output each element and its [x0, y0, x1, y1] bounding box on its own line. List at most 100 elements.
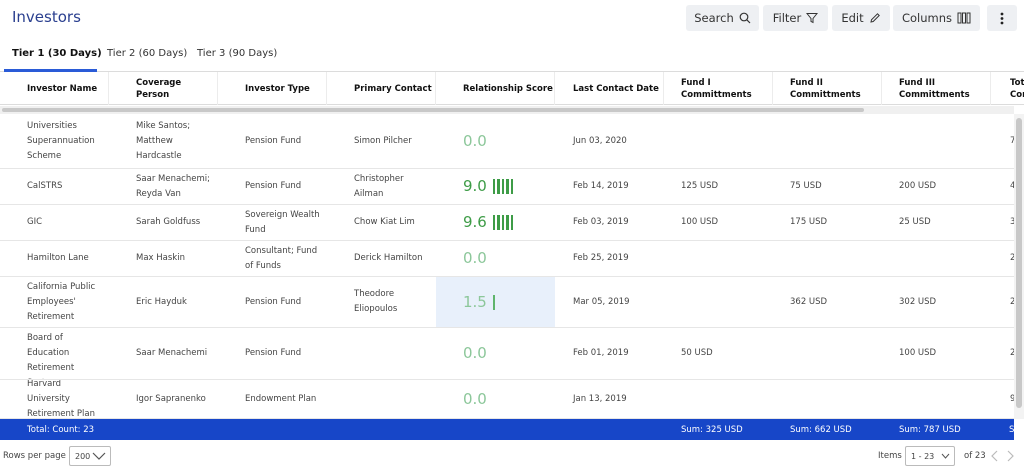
chevron-down-icon [92, 452, 106, 460]
score-value: 0.0 [463, 131, 487, 150]
search-label: Search [694, 11, 734, 25]
column-header-relationship-score[interactable]: Relationship Score [436, 72, 555, 105]
relationship-score: 1.5 [463, 294, 496, 310]
cell-last-contact-date: Feb 14, 2019 [555, 169, 664, 204]
cell-fund-2 [773, 380, 882, 418]
cell-primary-contact [327, 328, 436, 379]
cell-investor-name: Harvard University Retirement Plan [0, 380, 109, 418]
search-button[interactable]: Search [686, 5, 759, 31]
fund-3-sum: Sum: 787 USD [899, 424, 961, 435]
table-row[interactable]: Harvard University Retirement Plan Igor S… [0, 380, 1014, 419]
cell-investor-type: Pension Fund [218, 169, 327, 204]
cell-fund-3: 302 USD [882, 277, 991, 327]
rows-per-page-value: 200 [75, 451, 91, 461]
cell-investor-type-text: Pension Fund [245, 181, 302, 191]
cell-investor-name-text: GIC [27, 217, 43, 227]
cell-fund-3 [882, 380, 991, 418]
column-header-fund-3[interactable]: Fund III Committments [882, 72, 991, 105]
score-bar [510, 215, 514, 230]
fund-1-header-line1: Fund I [681, 77, 711, 88]
cell-fund-3: 200 USD [882, 169, 991, 204]
cell-investor-type: Pension Fund [218, 328, 327, 379]
grid-header: Investor Name Coverage Person Investor T… [0, 72, 1024, 105]
tab-tier-2[interactable]: Tier 2 (60 Days) [107, 48, 188, 59]
vertical-scroll-thumb[interactable] [1016, 118, 1022, 408]
column-header-investor-type[interactable]: Investor Type [218, 72, 327, 105]
chevron-right-icon[interactable] [1007, 450, 1014, 462]
cell-last-contact-date-text: Jun 03, 2020 [573, 135, 627, 146]
cell-total-text: 2 [1010, 296, 1014, 307]
score-value: 0.0 [463, 249, 487, 267]
fund-3-header-line2: Committments [899, 89, 970, 100]
cell-total: 3 [991, 205, 1014, 240]
cell-investor-name-text: New York City Board of Education Retirem… [27, 333, 75, 379]
rows-per-page-select[interactable]: 200 [69, 446, 111, 466]
column-header-coverage-person[interactable]: Coverage Person [109, 72, 218, 105]
score-bars-icon [492, 215, 514, 230]
more-vertical-icon [1000, 12, 1004, 24]
vertical-scrollbar[interactable] [1014, 114, 1024, 419]
cell-total: 2 [991, 328, 1014, 379]
cell-last-contact-date-text: Jan 13, 2019 [573, 393, 627, 404]
rows-per-page-label: Rows per page [3, 451, 66, 461]
more-options-button[interactable] [987, 5, 1017, 31]
score-bar [506, 215, 509, 230]
score-value: 9.0 [463, 177, 487, 195]
horizontal-scroll-thumb[interactable] [2, 108, 864, 112]
column-header-last-contact-date[interactable]: Last Contact Date [555, 72, 664, 105]
score-bars-icon [492, 179, 514, 194]
table-row[interactable]: CalSTRS Saar Menachemi; Reyda Van Pension … [0, 169, 1014, 205]
cell-fund-2: 175 USD [773, 205, 882, 240]
cell-primary-contact-text: Theodore Eliopoulos [354, 289, 398, 314]
cell-investor-type-text: Sovereign Wealth Fund [245, 209, 320, 235]
cell-total-text: 9 [1010, 393, 1014, 404]
score-bar [492, 179, 496, 194]
filter-button[interactable]: Filter [763, 5, 828, 31]
chevron-left-icon[interactable] [991, 450, 998, 462]
score-bar [492, 215, 496, 230]
items-range-select[interactable]: 1 - 23 [905, 446, 955, 466]
cell-fund-3 [882, 114, 991, 168]
cell-investor-name: CalPERS - California Public Employees' R… [0, 277, 109, 328]
cell-investor-type-text: Consultant; Fund of Funds [245, 245, 318, 271]
cell-coverage-person: Saar Menachemi; Reyda Van [109, 169, 218, 204]
cell-investor-name-text: CalSTRS [27, 181, 63, 191]
columns-button[interactable]: Columns [893, 5, 980, 31]
cell-last-contact-date-text: Feb 03, 2019 [573, 217, 629, 227]
score-bar [501, 215, 505, 230]
cell-relationship-score: 1.5 [436, 277, 555, 327]
table-row[interactable]: GIC Sarah Goldfuss Sovereign Wealth Fund Ch… [0, 205, 1014, 241]
cell-coverage-person: Sarah Goldfuss [109, 205, 218, 240]
cell-fund-3-text: 100 USD [899, 348, 937, 358]
cell-investor-type: Pension Fund [218, 114, 327, 168]
cell-investor-name-text: Universities Superannuation Scheme [27, 120, 95, 161]
cell-fund-2-text: 362 USD [790, 296, 828, 307]
cell-coverage-person-text: Saar Menachemi; Reyda Van [136, 173, 210, 199]
edit-button[interactable]: Edit [832, 5, 890, 31]
tab-tier-1[interactable]: Tier 1 (30 Days) [12, 48, 102, 59]
column-header-total[interactable]: Tot Cor [991, 72, 1024, 105]
column-header-investor-name[interactable]: Investor Name [0, 72, 109, 105]
horizontal-scrollbar[interactable] [0, 106, 1014, 114]
cell-coverage-person: Mike Santos; Matthew Hardcastle [109, 114, 218, 168]
cell-last-contact-date-text: Feb 25, 2019 [573, 253, 629, 263]
cell-investor-type-text: Endowment Plan [245, 393, 317, 404]
tab-tier-3[interactable]: Tier 3 (90 Days) [197, 48, 278, 59]
cell-coverage-person-text: Mike Santos; Matthew Hardcastle [136, 120, 191, 161]
total-header-line2: Cor [1010, 89, 1024, 100]
cell-fund-2: 75 USD [773, 169, 882, 204]
relationship-score: 9.0 [463, 177, 514, 195]
column-header-fund-1[interactable]: Fund I Committments [664, 72, 773, 105]
score-value: 0.0 [463, 344, 487, 362]
table-row[interactable]: New York City Board of Education Retirem… [0, 328, 1014, 380]
table-row[interactable]: Universities Superannuation Scheme Mike S… [0, 114, 1014, 169]
cell-investor-name: CalSTRS [0, 169, 109, 204]
total-count: Total: Count: 23 [27, 424, 95, 435]
column-header-primary-contact[interactable]: Primary Contact [327, 72, 436, 105]
cell-fund-3 [882, 241, 991, 276]
table-row[interactable]: CalPERS - California Public Employees' R… [0, 277, 1014, 328]
table-row[interactable]: Hamilton Lane Max Haskin Consultant; Fund … [0, 241, 1014, 277]
score-bar [497, 215, 500, 230]
page-header: Investors Search Filter Edit Columns [0, 0, 1024, 40]
column-header-fund-2[interactable]: Fund II Committments [773, 72, 882, 105]
